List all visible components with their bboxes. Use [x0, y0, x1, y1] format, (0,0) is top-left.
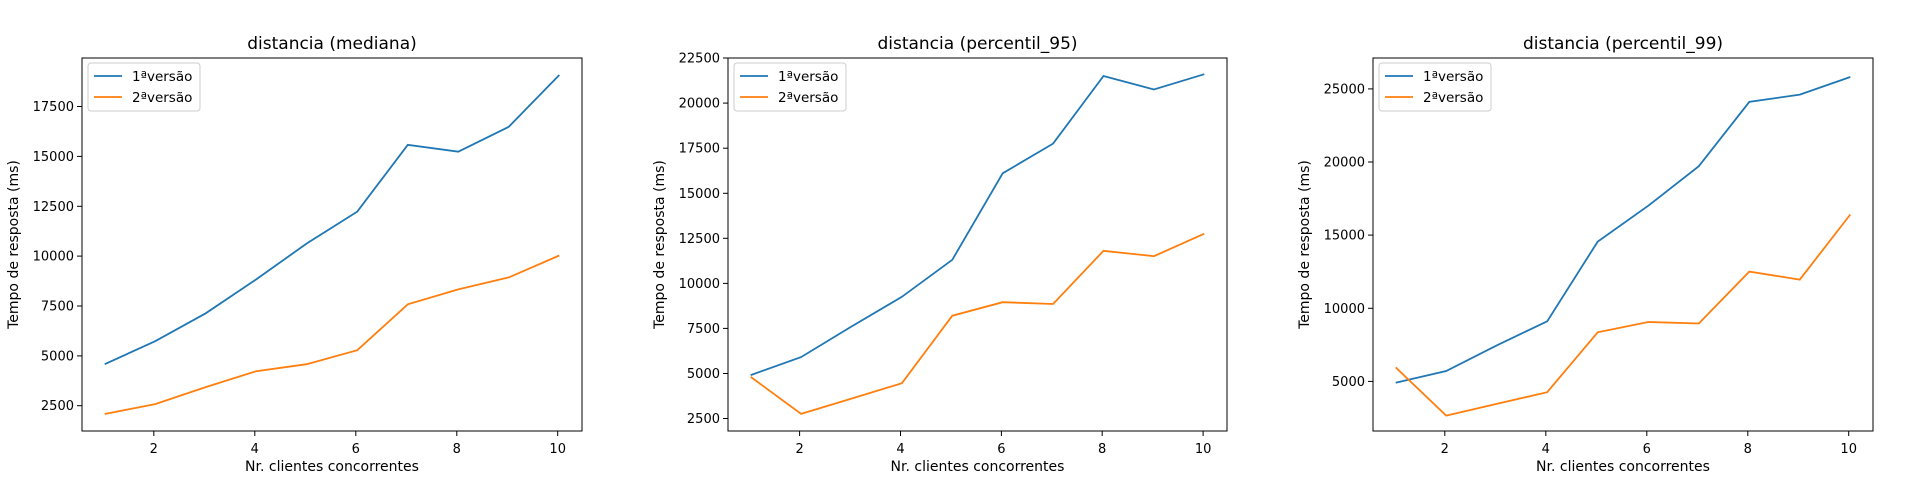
- series-line-1: [1395, 76, 1851, 384]
- y-tick-label: 5000: [41, 349, 74, 364]
- y-tick-label: 22500: [679, 52, 720, 67]
- y-tick-label: 10000: [33, 250, 74, 265]
- x-tick-label: 10: [549, 442, 566, 457]
- y-tick-label: 15000: [33, 150, 74, 165]
- x-tick-label: 8: [1098, 442, 1106, 457]
- x-ticks: 2 4 6 8 10: [150, 431, 566, 457]
- legend-box: [87, 62, 201, 112]
- x-axis-label: Nr. clientes concorrentes: [891, 459, 1065, 475]
- legend-label-1: 1ªversão: [1423, 69, 1483, 85]
- y-ticks: 2500 5000 7500 10000 12500 15000 17500: [33, 100, 82, 414]
- x-tick-label: 6: [997, 442, 1005, 457]
- y-tick-label: 17500: [33, 100, 74, 115]
- chart-title: distancia (percentil_99): [1523, 34, 1723, 54]
- y-tick-label: 7500: [687, 322, 720, 337]
- x-tick-label: 6: [1643, 442, 1651, 457]
- y-axis-label: Tempo de resposta (ms): [6, 160, 22, 330]
- legend: 1ªversão 2ªversão: [1378, 62, 1492, 112]
- series-line-1: [104, 74, 560, 366]
- x-tick-label: 2: [795, 442, 803, 457]
- plot-area: [81, 57, 583, 432]
- x-ticks: 2 4 6 8 10: [795, 431, 1211, 457]
- legend-label-2: 2ªversão: [1423, 90, 1483, 106]
- chart-percentil-99: distancia (percentil_99) Nr. clientes co…: [1297, 34, 1874, 475]
- chart-title: distancia (percentil_95): [877, 34, 1077, 54]
- chart-percentil-95: distancia (percentil_95) Nr. clientes co…: [652, 34, 1228, 475]
- x-axis-label: Nr. clientes concorrentes: [1536, 459, 1710, 475]
- legend: 1ªversão 2ªversão: [87, 62, 201, 112]
- legend-label-1: 1ªversão: [778, 69, 838, 85]
- y-ticks: 2500 5000 7500 10000 12500 15000 17500 2…: [679, 52, 728, 427]
- y-tick-label: 12500: [33, 200, 74, 215]
- x-tick-label: 8: [1744, 442, 1752, 457]
- x-tick-label: 10: [1840, 442, 1857, 457]
- y-tick-label: 5000: [1332, 375, 1365, 390]
- y-tick-label: 25000: [1324, 82, 1365, 97]
- y-tick-label: 5000: [687, 367, 720, 382]
- y-tick-label: 17500: [679, 142, 720, 157]
- x-tick-label: 4: [251, 442, 259, 457]
- y-axis-label: Tempo de resposta (ms): [652, 160, 668, 330]
- y-tick-label: 10000: [1324, 302, 1365, 317]
- x-tick-label: 6: [352, 442, 360, 457]
- y-tick-label: 2500: [687, 412, 720, 427]
- y-tick-label: 10000: [679, 277, 720, 292]
- series-line-1: [750, 73, 1205, 376]
- x-tick-label: 4: [1542, 442, 1550, 457]
- x-tick-label: 4: [896, 442, 904, 457]
- legend-box: [733, 62, 847, 112]
- y-tick-label: 12500: [679, 232, 720, 247]
- y-tick-label: 2500: [41, 399, 74, 414]
- y-tick-label: 15000: [679, 187, 720, 202]
- y-tick-label: 20000: [1324, 156, 1365, 171]
- x-tick-label: 8: [453, 442, 461, 457]
- legend-label-1: 1ªversão: [132, 69, 192, 85]
- y-axis-label: Tempo de resposta (ms): [1297, 160, 1313, 330]
- series-line-2: [104, 254, 560, 415]
- legend: 1ªversão 2ªversão: [733, 62, 847, 112]
- x-ticks: 2 4 6 8 10: [1441, 431, 1857, 457]
- x-tick-label: 10: [1195, 442, 1212, 457]
- y-tick-label: 15000: [1324, 229, 1365, 244]
- y-tick-label: 20000: [679, 97, 720, 112]
- chart-title: distancia (mediana): [247, 34, 417, 54]
- series-line-2: [1395, 213, 1852, 417]
- legend-box: [1378, 62, 1492, 112]
- chart-median: distancia (mediana) Nr. clientes concorr…: [6, 34, 583, 475]
- x-axis-label: Nr. clientes concorrentes: [245, 459, 419, 475]
- y-ticks: 5000 10000 15000 20000 25000: [1324, 82, 1373, 390]
- x-tick-label: 2: [150, 442, 158, 457]
- plot-area: [1372, 57, 1874, 432]
- x-tick-label: 2: [1441, 442, 1449, 457]
- series-line-2: [750, 232, 1205, 415]
- legend-label-2: 2ªversão: [132, 90, 192, 106]
- plot-area: [727, 57, 1228, 432]
- y-tick-label: 7500: [41, 300, 74, 315]
- legend-label-2: 2ªversão: [778, 90, 838, 106]
